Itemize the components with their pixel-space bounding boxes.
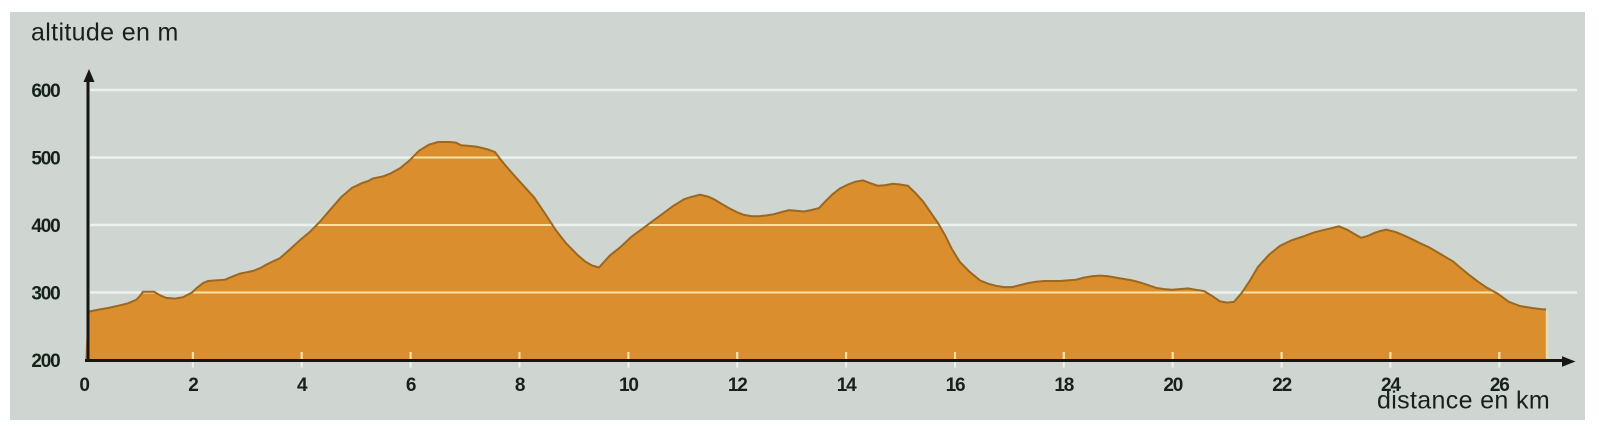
svg-text:16: 16	[946, 375, 965, 396]
svg-text:altitude en m: altitude en m	[31, 19, 179, 47]
svg-text:600: 600	[31, 81, 60, 102]
svg-text:4: 4	[297, 375, 308, 396]
svg-text:18: 18	[1054, 375, 1073, 396]
svg-text:12: 12	[728, 375, 747, 396]
svg-text:24: 24	[1381, 375, 1401, 396]
svg-text:distance en km: distance en km	[1377, 387, 1550, 415]
svg-text:26: 26	[1490, 375, 1509, 396]
svg-text:300: 300	[31, 283, 60, 304]
svg-text:14: 14	[837, 375, 857, 396]
svg-text:6: 6	[406, 375, 416, 396]
svg-text:20: 20	[1163, 375, 1182, 396]
svg-text:200: 200	[31, 351, 60, 372]
svg-text:8: 8	[515, 375, 525, 396]
svg-text:400: 400	[31, 216, 60, 237]
svg-text:500: 500	[31, 148, 60, 169]
svg-text:2: 2	[188, 375, 198, 396]
svg-text:10: 10	[619, 375, 638, 396]
svg-text:0: 0	[79, 375, 89, 396]
svg-text:22: 22	[1272, 375, 1291, 396]
